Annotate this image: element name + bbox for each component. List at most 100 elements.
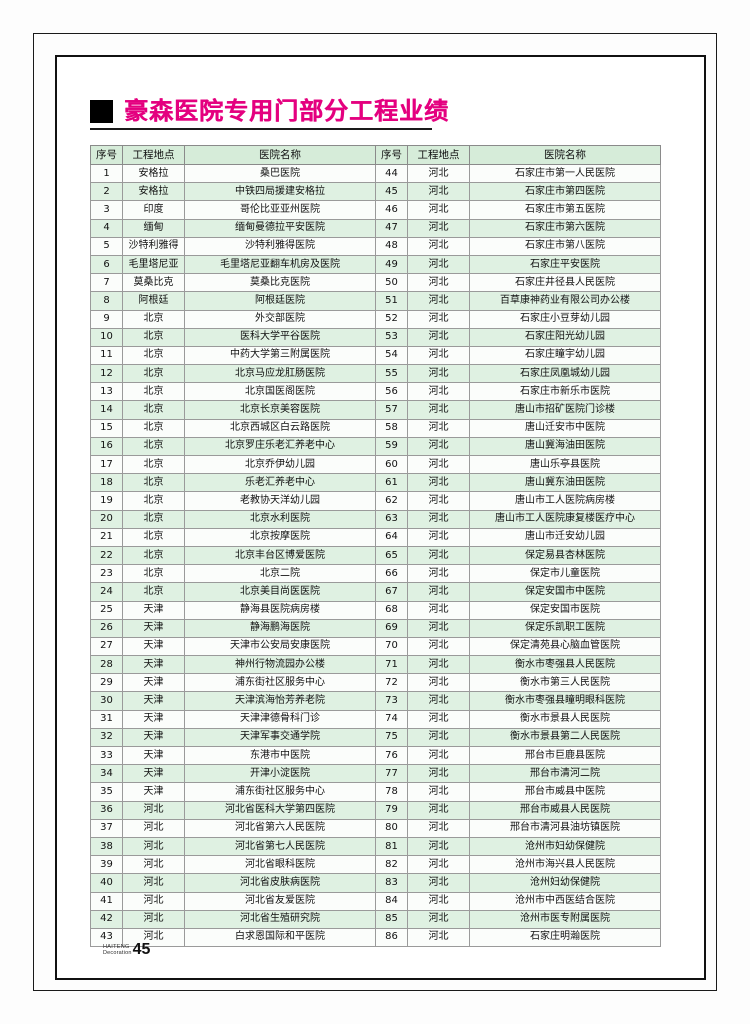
row-no-right: 49 (375, 254, 408, 275)
row-no-left: 17 (90, 454, 123, 475)
row-no-left: 3 (90, 200, 123, 220)
row-no-left: 23 (90, 564, 123, 584)
table-row: 7 莫桑比克 莫桑比克医院 50 河北 石家庄井径县人民医院 (90, 273, 661, 293)
row-hospital-right: 石家庄凤凰城幼儿园 (469, 364, 661, 384)
row-location-right: 河北 (407, 909, 470, 929)
row-no-right: 70 (375, 636, 408, 657)
table-row: 18 北京 乐老汇养老中心 61 河北 唐山冀东油田医院 (90, 473, 661, 493)
row-location-right: 河北 (407, 836, 470, 857)
row-no-right: 78 (375, 782, 408, 802)
row-hospital-left: 河北省友爱医院 (184, 891, 376, 911)
row-hospital-left: 哥伦比亚亚州医院 (184, 200, 376, 220)
row-no-left: 40 (90, 873, 123, 893)
row-hospital-left: 北京按摩医院 (184, 527, 376, 547)
row-hospital-left: 河北省第六人民医院 (184, 818, 376, 838)
row-no-left: 20 (90, 509, 123, 529)
row-hospital-right: 保定市儿童医院 (469, 564, 661, 584)
row-location-left: 北京 (122, 364, 185, 384)
row-no-right: 47 (375, 218, 408, 238)
table-row: 33 天津 东港市中医院 76 河北 邢台市巨鹿县医院 (90, 745, 661, 766)
row-no-right: 79 (375, 800, 408, 820)
row-location-right: 河北 (407, 655, 470, 675)
table-row: 39 河北 河北省眼科医院 82 河北 沧州市海兴县人民医院 (90, 855, 661, 875)
row-location-left: 北京 (122, 309, 185, 329)
row-hospital-right: 石家庄市第五医院 (469, 200, 661, 220)
table-row: 2 安格拉 中铁四局援建安格拉 45 河北 石家庄市第四医院 (90, 182, 661, 202)
logo-line2: Decoration (103, 950, 132, 957)
row-location-right: 河北 (407, 800, 470, 820)
row-hospital-left: 乐老汇养老中心 (184, 473, 376, 493)
row-hospital-right: 石家庄市第六医院 (469, 218, 661, 238)
row-no-left: 32 (90, 727, 123, 748)
row-hospital-right: 衡水市枣强县人民医院 (469, 655, 661, 675)
row-hospital-right: 邢台市清河县油坊镇医院 (469, 818, 661, 838)
row-no-left: 27 (90, 636, 123, 657)
table-row: 42 河北 河北省生殖研究院 85 河北 沧州市医专附属医院 (90, 909, 661, 929)
table-row: 4 缅甸 缅甸曼德拉平安医院 47 河北 石家庄市第六医院 (90, 218, 661, 238)
row-no-right: 46 (375, 200, 408, 220)
row-hospital-left: 静海鹏海医院 (184, 618, 376, 638)
row-location-left: 天津 (122, 709, 185, 729)
title-underline (90, 128, 432, 130)
row-no-left: 1 (90, 163, 123, 184)
row-location-left: 天津 (122, 600, 185, 620)
table-row: 1 安格拉 桑巴医院 44 河北 石家庄市第一人民医院 (90, 163, 661, 184)
row-location-right: 河北 (407, 345, 470, 366)
table-row: 5 沙特利雅得 沙特利雅得医院 48 河北 石家庄市第八医院 (90, 236, 661, 256)
row-hospital-left: 莫桑比克医院 (184, 273, 376, 293)
row-hospital-right: 石家庄明瀚医院 (469, 927, 661, 948)
row-no-right: 71 (375, 655, 408, 675)
row-hospital-left: 北京罗庄乐老汇养老中心 (184, 436, 376, 457)
row-no-right: 59 (375, 436, 408, 457)
row-no-left: 8 (90, 291, 123, 311)
row-hospital-left: 浦东街社区服务中心 (184, 782, 376, 802)
table-row: 19 北京 老教协天洋幼儿园 62 河北 唐山市工人医院病房楼 (90, 491, 661, 511)
row-hospital-left: 河北省生殖研究院 (184, 909, 376, 929)
row-no-right: 86 (375, 927, 408, 948)
row-no-right: 60 (375, 454, 408, 475)
row-location-left: 印度 (122, 200, 185, 220)
row-hospital-right: 保定安国市中医院 (469, 582, 661, 602)
row-location-left: 安格拉 (122, 163, 185, 184)
row-location-right: 河北 (407, 673, 470, 693)
table-row: 35 天津 浦东街社区服务中心 78 河北 邢台市威县中医院 (90, 782, 661, 802)
table-row: 25 天津 静海县医院病房楼 68 河北 保定安国市医院 (90, 600, 661, 620)
table-row: 3 印度 哥伦比亚亚州医院 46 河北 石家庄市第五医院 (90, 200, 661, 220)
row-hospital-left: 中铁四局援建安格拉 (184, 182, 376, 202)
row-hospital-left: 北京西城区白云路医院 (184, 418, 376, 438)
row-location-right: 河北 (407, 545, 470, 566)
row-location-left: 天津 (122, 673, 185, 693)
row-location-left: 天津 (122, 727, 185, 748)
row-location-right: 河北 (407, 309, 470, 329)
row-no-right: 56 (375, 382, 408, 402)
row-no-right: 69 (375, 618, 408, 638)
column-header-no-right: 序号 (375, 145, 408, 165)
row-no-left: 11 (90, 345, 123, 366)
table-row: 32 天津 天津军事交通学院 75 河北 衡水市景县第二人民医院 (90, 727, 661, 748)
row-hospital-left: 河北省眼科医院 (184, 855, 376, 875)
page-number: 45 (132, 941, 151, 958)
row-no-right: 54 (375, 345, 408, 366)
table-row: 6 毛里塔尼亚 毛里塔尼亚翻车机房及医院 49 河北 石家庄平安医院 (90, 254, 661, 275)
row-no-right: 64 (375, 527, 408, 547)
row-location-right: 河北 (407, 691, 470, 711)
row-no-left: 26 (90, 618, 123, 638)
row-hospital-left: 缅甸曼德拉平安医院 (184, 218, 376, 238)
row-hospital-right: 衡水市第三人民医院 (469, 673, 661, 693)
row-hospital-right: 沧州市妇幼保健院 (469, 836, 661, 857)
row-hospital-right: 石家庄阳光幼儿园 (469, 327, 661, 347)
row-location-left: 河北 (122, 818, 185, 838)
row-hospital-left: 河北省皮肤病医院 (184, 873, 376, 893)
table-row: 8 阿根廷 阿根廷医院 51 河北 百草康神药业有限公司办公楼 (90, 291, 661, 311)
row-hospital-right: 唐山冀东油田医院 (469, 473, 661, 493)
row-no-left: 42 (90, 909, 123, 929)
row-location-right: 河北 (407, 927, 470, 948)
row-no-right: 58 (375, 418, 408, 438)
row-no-left: 31 (90, 709, 123, 729)
row-location-left: 北京 (122, 491, 185, 511)
row-location-right: 河北 (407, 891, 470, 911)
row-location-right: 河北 (407, 273, 470, 293)
row-no-right: 50 (375, 273, 408, 293)
row-location-right: 河北 (407, 291, 470, 311)
table-row: 24 北京 北京美目尚医医院 67 河北 保定安国市中医院 (90, 582, 661, 602)
